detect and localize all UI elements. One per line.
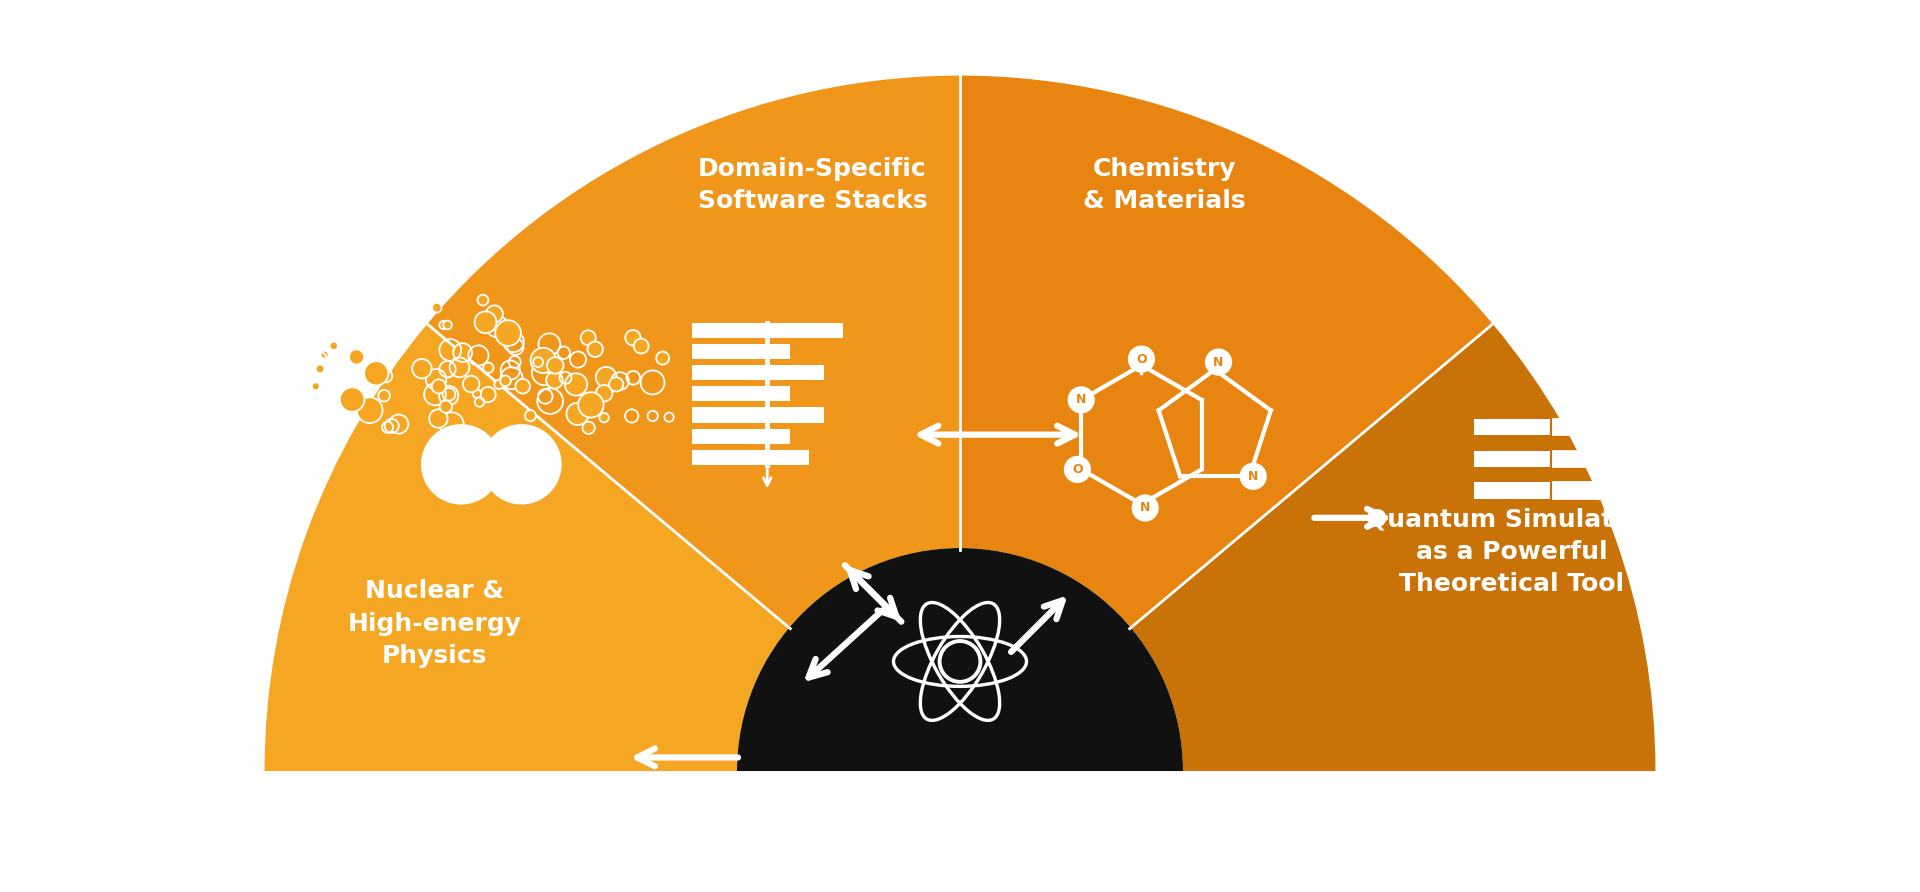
Wedge shape: [428, 76, 960, 628]
Polygon shape: [1599, 417, 1613, 437]
Circle shape: [440, 321, 447, 329]
Circle shape: [578, 392, 603, 417]
Bar: [691, 429, 789, 443]
Text: Chemistry
& Materials: Chemistry & Materials: [1083, 157, 1246, 213]
Circle shape: [547, 357, 563, 374]
Circle shape: [340, 387, 365, 412]
Circle shape: [582, 422, 595, 434]
Circle shape: [1206, 349, 1233, 376]
Circle shape: [413, 359, 432, 378]
Circle shape: [432, 417, 442, 427]
Circle shape: [609, 377, 624, 392]
Bar: [691, 408, 824, 423]
Circle shape: [545, 372, 563, 389]
Circle shape: [524, 410, 536, 421]
Bar: [1475, 483, 1599, 499]
Circle shape: [515, 379, 530, 393]
Wedge shape: [960, 76, 1492, 628]
Circle shape: [382, 422, 394, 433]
Bar: [691, 450, 808, 465]
Circle shape: [530, 348, 557, 373]
Circle shape: [1131, 494, 1160, 522]
Circle shape: [430, 409, 447, 428]
Circle shape: [486, 305, 503, 322]
Circle shape: [595, 385, 612, 401]
Text: Scalable Quantum
Simulator: Scalable Quantum Simulator: [810, 780, 1110, 845]
Bar: [691, 365, 824, 380]
Circle shape: [365, 361, 388, 385]
Circle shape: [1240, 463, 1267, 490]
Text: N: N: [1075, 393, 1087, 407]
Circle shape: [432, 302, 442, 312]
Circle shape: [474, 311, 497, 334]
Circle shape: [357, 397, 382, 423]
Circle shape: [1064, 456, 1091, 483]
Bar: [691, 323, 843, 338]
Circle shape: [493, 380, 503, 389]
Text: O: O: [1071, 463, 1083, 476]
Text: O: O: [1137, 352, 1146, 366]
Circle shape: [311, 383, 321, 391]
Circle shape: [330, 342, 338, 350]
Circle shape: [390, 415, 409, 434]
Circle shape: [634, 339, 649, 353]
Bar: [1551, 450, 1599, 467]
Polygon shape: [1599, 481, 1613, 500]
Text: Domain-Specific
Software Stacks: Domain-Specific Software Stacks: [697, 157, 927, 213]
Circle shape: [422, 425, 501, 504]
Circle shape: [440, 401, 451, 413]
Circle shape: [349, 350, 365, 365]
Circle shape: [444, 388, 455, 401]
Bar: [1475, 450, 1599, 467]
Circle shape: [472, 390, 482, 398]
Circle shape: [566, 402, 589, 425]
Text: N: N: [1213, 356, 1223, 368]
Circle shape: [626, 330, 641, 345]
Circle shape: [495, 320, 520, 346]
Circle shape: [432, 379, 445, 393]
Wedge shape: [265, 324, 789, 771]
Circle shape: [478, 294, 488, 306]
Bar: [691, 344, 789, 359]
Bar: [1551, 418, 1599, 435]
Circle shape: [564, 373, 588, 396]
Circle shape: [595, 367, 616, 387]
Wedge shape: [1131, 324, 1655, 771]
Circle shape: [588, 342, 603, 357]
Circle shape: [1127, 345, 1156, 373]
Circle shape: [453, 343, 472, 362]
Text: N: N: [1248, 470, 1258, 483]
Circle shape: [315, 365, 324, 373]
Bar: [691, 386, 789, 401]
Circle shape: [482, 425, 561, 504]
Bar: [1475, 418, 1599, 435]
Text: Quantum Simulation
as a Powerful
Theoretical Tool: Quantum Simulation as a Powerful Theoret…: [1367, 508, 1657, 597]
Circle shape: [1068, 386, 1094, 414]
Circle shape: [599, 413, 609, 423]
Circle shape: [499, 376, 511, 386]
Circle shape: [657, 351, 670, 365]
Circle shape: [378, 390, 390, 401]
Circle shape: [444, 320, 451, 329]
Circle shape: [484, 362, 493, 373]
Circle shape: [463, 376, 480, 392]
Wedge shape: [737, 548, 1183, 771]
Text: N: N: [1140, 501, 1150, 515]
Circle shape: [440, 361, 455, 377]
Bar: [1551, 483, 1599, 499]
Text: Nuclear &
High-energy
Physics: Nuclear & High-energy Physics: [348, 579, 522, 668]
Circle shape: [580, 330, 595, 345]
Circle shape: [321, 351, 328, 359]
Polygon shape: [1599, 449, 1613, 469]
